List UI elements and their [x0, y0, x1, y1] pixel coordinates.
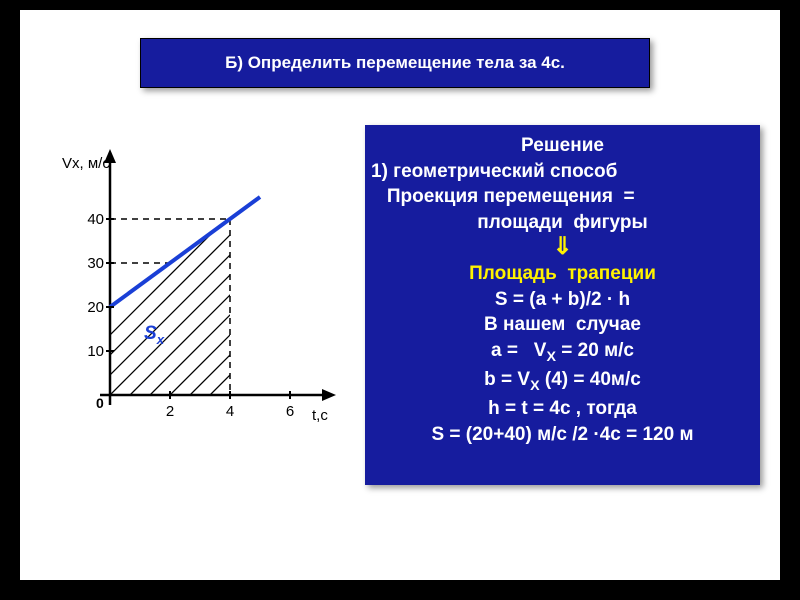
xtick-2: 2: [160, 403, 180, 420]
sol-l11: h = t = 4с , тогда: [371, 396, 754, 422]
sol-l3: Проекция перемещения =: [371, 184, 754, 210]
solution-box: Решение 1) геометрический способ Проекци…: [365, 125, 760, 485]
sol-l10: b = VX (4) = 40м/с: [371, 367, 754, 396]
sol-heading: Решение: [371, 133, 754, 159]
slide-container: Б) Определить перемещение тела за 4с. Ре…: [20, 10, 780, 580]
ytick-10: 10: [78, 343, 104, 360]
sol-l8: В нашем случае: [371, 312, 754, 338]
origin-label: 0: [96, 395, 104, 411]
x-axis-label: t,с: [312, 407, 328, 424]
sx-label: Sx: [144, 323, 164, 347]
y-axis-label: Vx, м/с: [62, 155, 110, 172]
ytick-40: 40: [78, 211, 104, 228]
ytick-20: 20: [78, 299, 104, 316]
xtick-4: 4: [220, 403, 240, 420]
sol-l2: 1) геометрический способ: [371, 159, 754, 185]
xtick-6: 6: [280, 403, 300, 420]
sol-l9: a = VX = 20 м/с: [371, 338, 754, 367]
sol-l4: площади фигуры: [371, 210, 754, 236]
sol-l12: S = (20+40) м/с /2 ·4с = 120 м: [371, 422, 754, 448]
ytick-30: 30: [78, 255, 104, 272]
title-box: Б) Определить перемещение тела за 4с.: [140, 38, 650, 88]
velocity-time-chart: Vx, м/с t,с 10 20 30 40 2 4 6 0 Sx: [40, 145, 350, 465]
sol-l6: Площадь трапеции: [371, 261, 754, 287]
sol-arrow: ⇓: [371, 236, 754, 262]
sol-l7: S = (a + b)/2 · h: [371, 287, 754, 313]
title-text: Б) Определить перемещение тела за 4с.: [225, 53, 565, 73]
